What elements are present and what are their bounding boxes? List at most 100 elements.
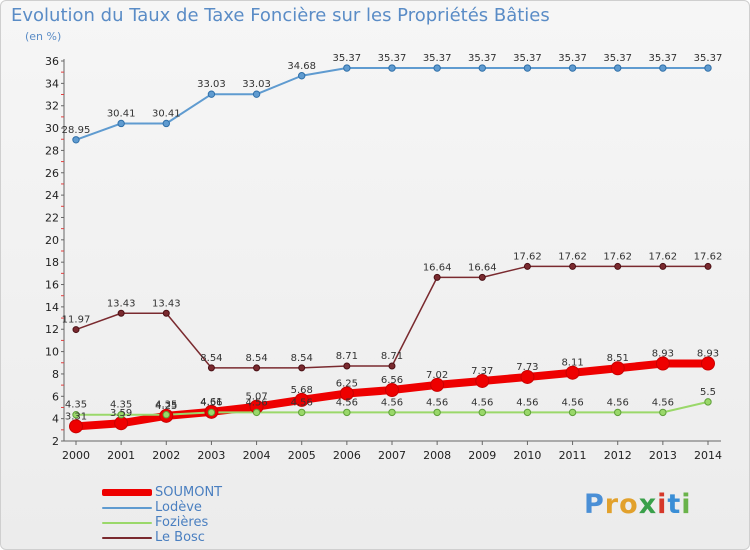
data-label-fozieres: 4.56: [426, 397, 448, 408]
data-label-soumont: 3.59: [110, 408, 132, 419]
data-label-lodeve: 35.37: [558, 53, 587, 64]
y-tick-label: 36: [45, 55, 59, 68]
data-label-soumont: 8.51: [607, 353, 629, 364]
data-label-le-bosc: 8.54: [200, 353, 222, 364]
data-label-fozieres: 4.56: [471, 397, 493, 408]
x-tick-label: 2010: [513, 449, 541, 462]
x-tick-label: 2005: [288, 449, 316, 462]
data-point-le-bosc: [298, 364, 306, 372]
data-label-soumont: 6.25: [336, 379, 358, 390]
data-point-fozieres: [433, 408, 441, 417]
legend-label-lodeve: Lodève: [155, 500, 202, 515]
data-point-le-bosc: [72, 326, 80, 334]
y-tick-label: 34: [45, 77, 59, 90]
data-point-fozieres: [72, 411, 80, 419]
y-tick-label: 32: [45, 100, 59, 113]
data-point-fozieres: [207, 408, 216, 417]
data-label-le-bosc: 17.62: [558, 251, 587, 262]
data-point-lodeve: [523, 64, 532, 72]
logo-letter: P: [584, 489, 605, 520]
x-tick-label: 2003: [197, 449, 225, 462]
data-point-lodeve: [343, 64, 351, 72]
logo-letter: i: [681, 489, 692, 520]
data-label-le-bosc: 17.62: [694, 251, 723, 262]
data-label-le-bosc: 17.62: [649, 251, 678, 262]
data-point-soumont: [520, 369, 535, 384]
logo-letter: t: [667, 489, 682, 520]
y-tick-label: 28: [45, 144, 59, 157]
data-label-lodeve: 30.41: [107, 108, 136, 119]
data-label-lodeve: 35.37: [423, 53, 452, 64]
data-label-lodeve: 35.37: [694, 53, 723, 64]
data-label-lodeve: 35.37: [468, 53, 497, 64]
data-point-le-bosc: [569, 262, 577, 270]
data-point-lodeve: [614, 64, 622, 72]
data-label-fozieres: 4.56: [381, 397, 403, 408]
data-label-lodeve: 30.41: [152, 108, 181, 119]
data-label-fozieres: 5.5: [700, 387, 716, 398]
y-tick-label: 12: [45, 323, 59, 336]
legend-swatch-soumont: [102, 489, 152, 496]
proxiti-logo: Proxiti: [584, 489, 692, 520]
data-label-lodeve: 35.37: [513, 53, 542, 64]
y-tick-label: 18: [45, 256, 59, 269]
data-point-lodeve: [162, 119, 170, 128]
y-tick-label: 14: [45, 301, 59, 314]
x-tick-label: 2002: [152, 449, 180, 462]
data-point-fozieres: [568, 408, 577, 417]
y-tick-label: 10: [45, 346, 59, 359]
data-point-le-bosc: [433, 273, 441, 281]
data-point-fozieres: [614, 408, 622, 417]
y-tick-label: 22: [45, 211, 59, 224]
data-point-lodeve: [433, 64, 441, 72]
data-point-fozieres: [252, 408, 261, 417]
data-point-fozieres: [659, 408, 667, 417]
data-label-fozieres: 4.56: [516, 397, 538, 408]
data-label-fozieres: 4.56: [245, 397, 267, 408]
data-label-fozieres: 4.56: [200, 397, 222, 408]
data-label-soumont: 5.68: [291, 385, 313, 396]
data-point-lodeve: [478, 64, 486, 72]
data-label-soumont: 7.37: [471, 366, 493, 377]
data-label-le-bosc: 8.71: [336, 351, 358, 362]
y-tick-label: 4: [52, 413, 59, 426]
data-point-le-bosc: [343, 362, 351, 370]
data-point-lodeve: [298, 72, 306, 80]
data-point-le-bosc: [659, 262, 667, 270]
data-point-fozieres: [478, 408, 486, 417]
data-label-soumont: 8.93: [697, 349, 719, 360]
data-label-soumont: 8.93: [652, 349, 674, 360]
x-tick-label: 2006: [333, 449, 361, 462]
data-label-le-bosc: 16.64: [468, 262, 497, 273]
data-point-lodeve: [117, 119, 125, 128]
data-label-le-bosc: 17.62: [603, 251, 632, 262]
y-tick-label: 2: [52, 435, 59, 448]
data-point-fozieres: [298, 408, 306, 417]
legend-swatch-lodeve: [102, 507, 152, 509]
data-point-soumont: [655, 356, 670, 371]
y-tick-label: 6: [52, 390, 59, 403]
logo-letter: x: [638, 489, 658, 520]
x-tick-label: 2004: [243, 449, 271, 462]
data-point-fozieres: [523, 408, 532, 417]
data-label-le-bosc: 13.43: [107, 298, 136, 309]
data-label-soumont: 3.31: [65, 411, 87, 422]
data-label-le-bosc: 13.43: [152, 298, 181, 309]
data-point-lodeve: [72, 136, 80, 144]
data-label-fozieres: 4.35: [155, 400, 177, 411]
data-point-soumont: [610, 361, 625, 376]
data-point-le-bosc: [478, 273, 486, 281]
logo-letter: o: [619, 489, 639, 520]
data-point-le-bosc: [162, 309, 170, 317]
data-point-lodeve: [568, 64, 577, 72]
data-label-lodeve: 34.68: [287, 61, 316, 72]
data-label-lodeve: 35.37: [603, 53, 632, 64]
x-tick-label: 2001: [107, 449, 135, 462]
data-point-soumont: [339, 386, 354, 401]
data-label-fozieres: 4.56: [561, 397, 583, 408]
x-tick-label: 2013: [649, 449, 677, 462]
data-label-le-bosc: 17.62: [513, 251, 542, 262]
data-label-lodeve: 35.37: [333, 53, 362, 64]
data-point-le-bosc: [117, 309, 125, 317]
